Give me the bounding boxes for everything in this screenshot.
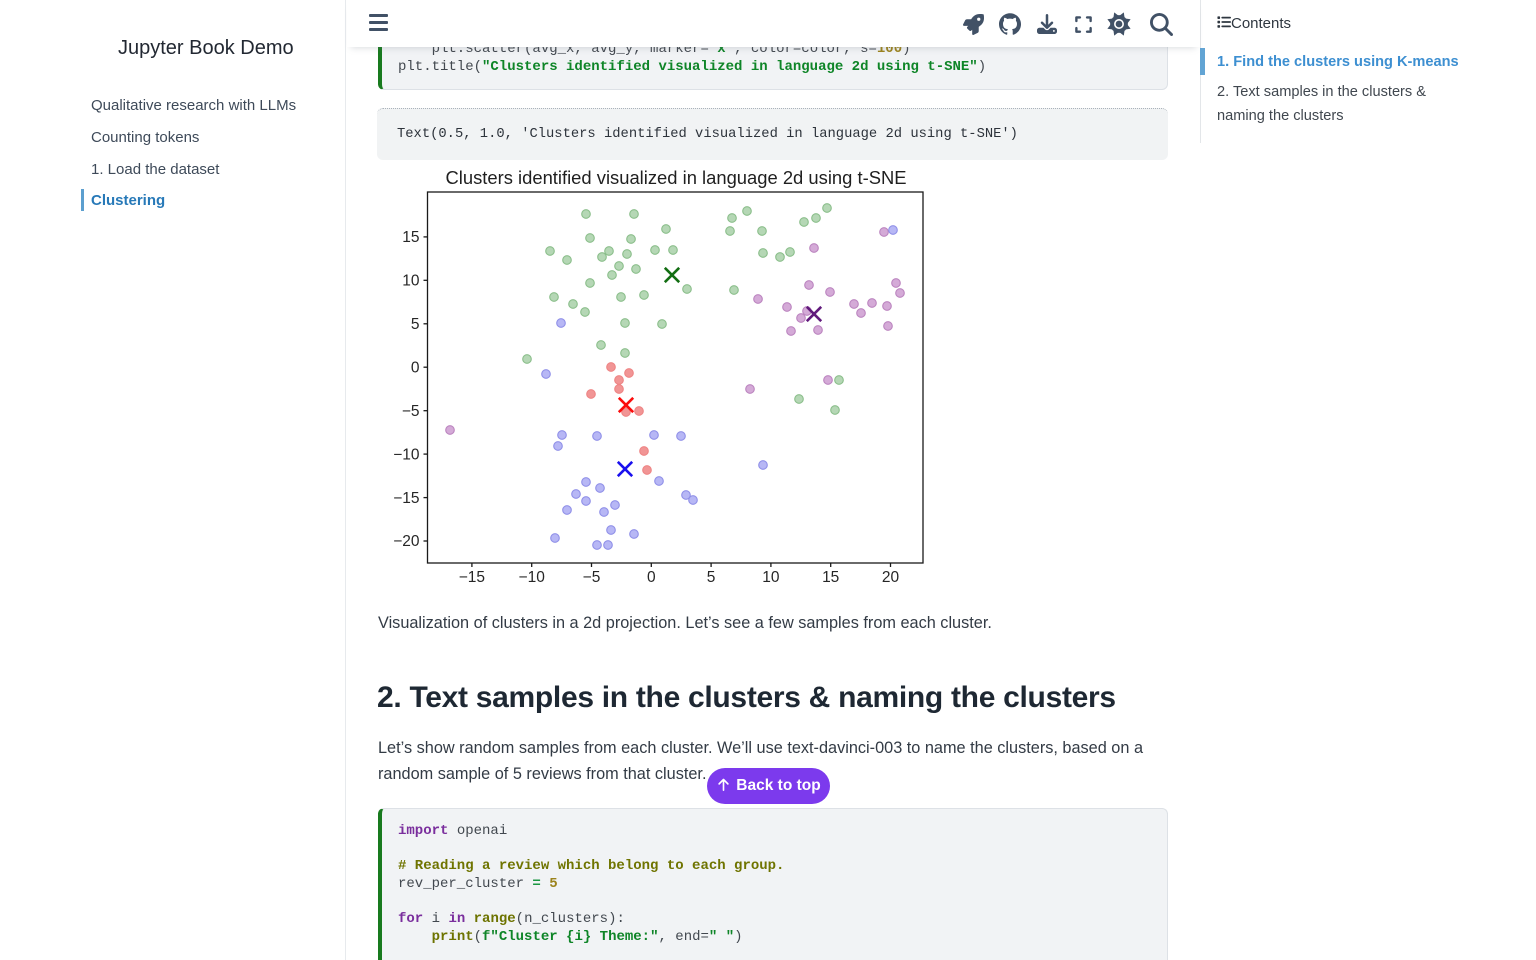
svg-text:5: 5 — [707, 569, 716, 586]
svg-text:0: 0 — [411, 359, 420, 376]
svg-text:Clusters identified visualized: Clusters identified visualized in langua… — [445, 167, 906, 188]
svg-text:−15: −15 — [393, 490, 419, 507]
svg-text:−10: −10 — [393, 446, 420, 463]
svg-text:−10: −10 — [519, 569, 546, 586]
svg-text:5: 5 — [411, 316, 420, 333]
svg-text:15: 15 — [822, 569, 839, 586]
svg-text:10: 10 — [402, 273, 420, 290]
svg-text:−15: −15 — [459, 569, 485, 586]
svg-text:−20: −20 — [393, 533, 420, 550]
svg-text:20: 20 — [882, 569, 900, 586]
svg-text:0: 0 — [647, 569, 656, 586]
svg-text:−5: −5 — [402, 403, 420, 420]
svg-text:15: 15 — [402, 229, 419, 246]
svg-text:−5: −5 — [583, 569, 601, 586]
svg-text:10: 10 — [762, 569, 780, 586]
